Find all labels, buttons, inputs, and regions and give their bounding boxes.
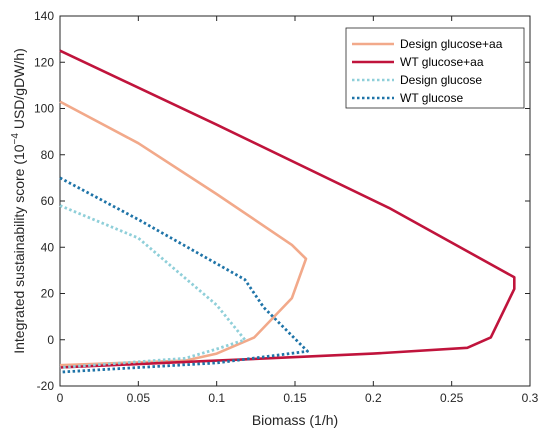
series-line-2	[59, 49, 516, 369]
series-layer	[59, 49, 516, 374]
x-tick-label: 0.25	[440, 391, 464, 405]
y-axis-title-main: Integrated sustainability score (10	[11, 144, 27, 354]
y-axis-title-unit: USD/gDW/h)	[11, 48, 27, 133]
y-axis-title-exponent: −4	[10, 133, 21, 145]
y-tick-label: -20	[37, 379, 55, 393]
legend-label: Design glucose+aa	[400, 37, 503, 51]
y-tick-label: 0	[47, 333, 54, 347]
y-tick-label: 120	[34, 55, 54, 69]
y-tick-label: 100	[34, 102, 54, 116]
series-line-1	[59, 100, 308, 367]
x-tick-label: 0.1	[208, 391, 225, 405]
y-tick-label: 60	[41, 194, 55, 208]
y-tick-label: 140	[34, 9, 54, 23]
x-axis-title: Biomass (1/h)	[252, 412, 338, 428]
x-tick-label: 0.15	[283, 391, 307, 405]
series-line-3	[59, 204, 247, 369]
y-tick-label: 20	[41, 287, 55, 301]
x-tick-label: 0.2	[365, 391, 382, 405]
y-axis-title: Integrated sustainability score (10−4 US…	[10, 48, 27, 354]
x-tick-label: 0.05	[127, 391, 151, 405]
y-tick-label: 40	[41, 240, 55, 254]
legend: Design glucose+aa WT glucose+aa Design glu…	[345, 27, 525, 109]
legend-label: WT glucose	[400, 91, 463, 105]
y-tick-label: 80	[41, 148, 55, 162]
legend-label: Design glucose	[400, 73, 482, 87]
ticks: 0 0.05 0.1 0.15 0.2 0.25 0.3-20020406080100120…	[34, 9, 539, 405]
x-tick-label: 0	[57, 391, 64, 405]
legend-label: WT glucose+aa	[400, 55, 484, 69]
legend-box	[345, 27, 525, 109]
x-tick-label: 0.3	[522, 391, 539, 405]
